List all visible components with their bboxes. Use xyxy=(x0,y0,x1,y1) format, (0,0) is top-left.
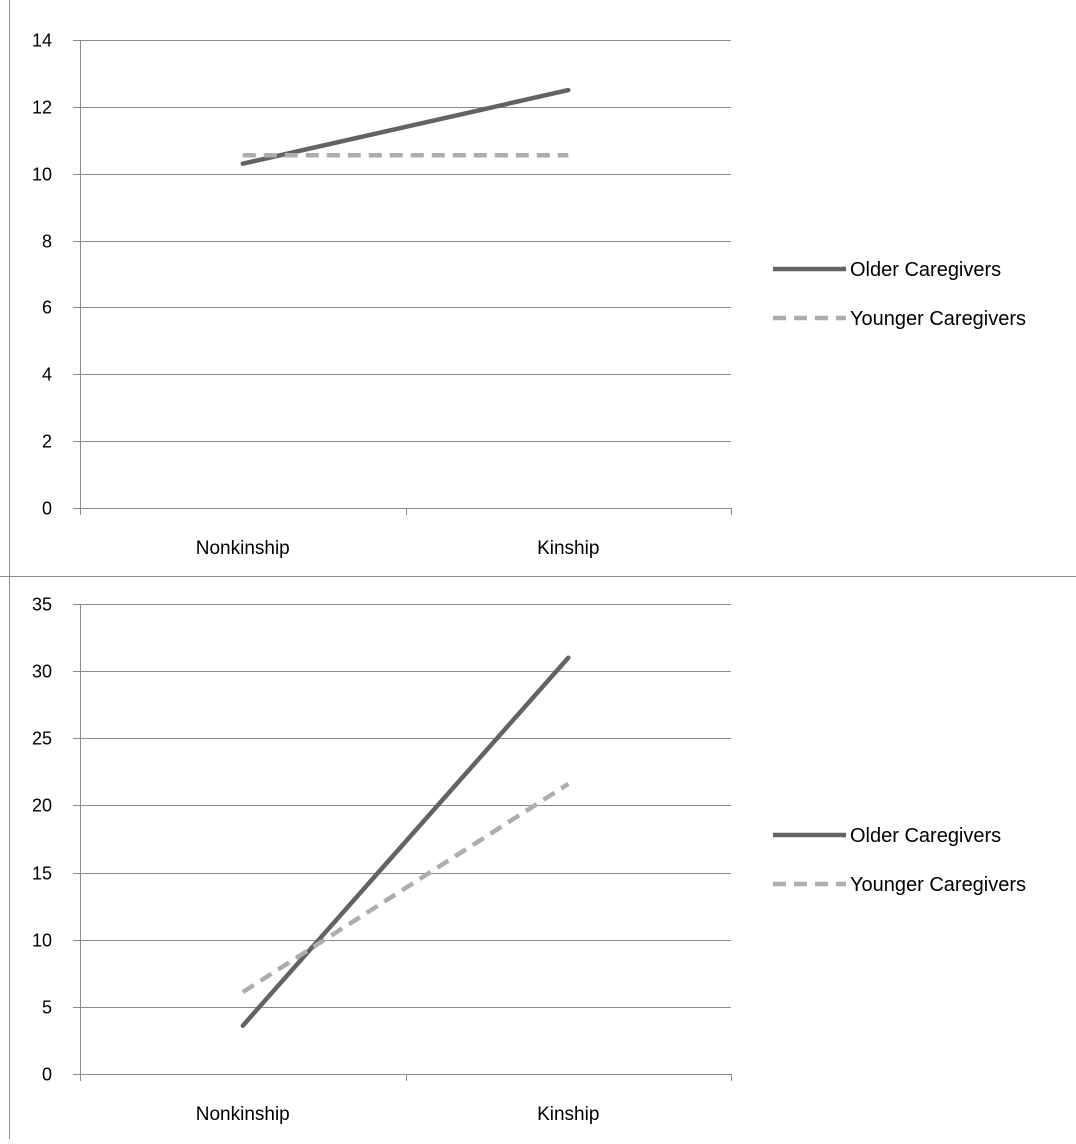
x-tick-label: Nonkinship xyxy=(196,538,290,559)
x-tick-label: Kinship xyxy=(537,538,599,559)
y-tick-label: 35 xyxy=(32,595,52,615)
y-tick-label: 8 xyxy=(42,232,52,252)
legend-label: Younger Caregivers xyxy=(850,308,1026,330)
y-tick-label: 4 xyxy=(42,365,52,385)
y-tick-label: 12 xyxy=(32,98,52,118)
x-tick-label: Nonkinship xyxy=(196,1104,290,1125)
series-line-older-caregivers xyxy=(240,87,571,166)
y-tick-label: 0 xyxy=(42,499,52,519)
x-tick-label: Kinship xyxy=(537,1104,599,1125)
legend-label: Older Caregivers xyxy=(850,825,1001,847)
chart-2: 0 5 10 15 20 25 30 35 Nonkinship Kinship Older Car… xyxy=(32,595,1026,1126)
y-tick-label: 10 xyxy=(32,165,52,185)
y-tick-label: 5 xyxy=(42,998,52,1018)
y-tick-label: 20 xyxy=(32,796,52,816)
y-tick-label: 30 xyxy=(32,662,52,682)
chart-1: 0 2 4 6 8 10 12 14 Nonkinship Kinship Older Caregi… xyxy=(32,31,1026,560)
y-tick-label: 0 xyxy=(42,1065,52,1085)
y-tick-label: 25 xyxy=(32,729,52,749)
series-line-younger-caregivers xyxy=(241,782,570,994)
legend-label: Older Caregivers xyxy=(850,259,1001,281)
y-tick-label: 14 xyxy=(32,31,52,51)
y-tick-label: 10 xyxy=(32,931,52,951)
legend-label: Younger Caregivers xyxy=(850,874,1026,896)
series-line-older-caregivers xyxy=(240,655,571,1028)
y-tick-label: 15 xyxy=(32,864,52,884)
y-tick-label: 2 xyxy=(42,432,52,452)
y-tick-label: 6 xyxy=(42,298,52,318)
